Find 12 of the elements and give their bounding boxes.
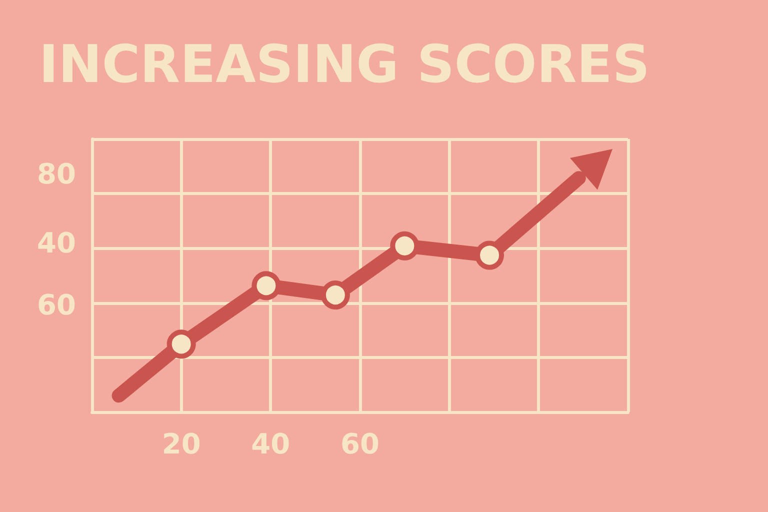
- point: [320, 280, 350, 310]
- x-tick-label: 20: [162, 428, 201, 460]
- x-tick-label: 60: [340, 428, 380, 460]
- point: [390, 231, 420, 260]
- point: [475, 240, 504, 270]
- point: [252, 271, 281, 300]
- x-tick-label: 40: [251, 428, 290, 460]
- chart-title: INCREASING SCORES: [39, 35, 650, 95]
- text: 60: [37, 288, 76, 322]
- text: 40: [37, 226, 76, 260]
- text: 80: [37, 158, 76, 190]
- point: [166, 330, 196, 359]
